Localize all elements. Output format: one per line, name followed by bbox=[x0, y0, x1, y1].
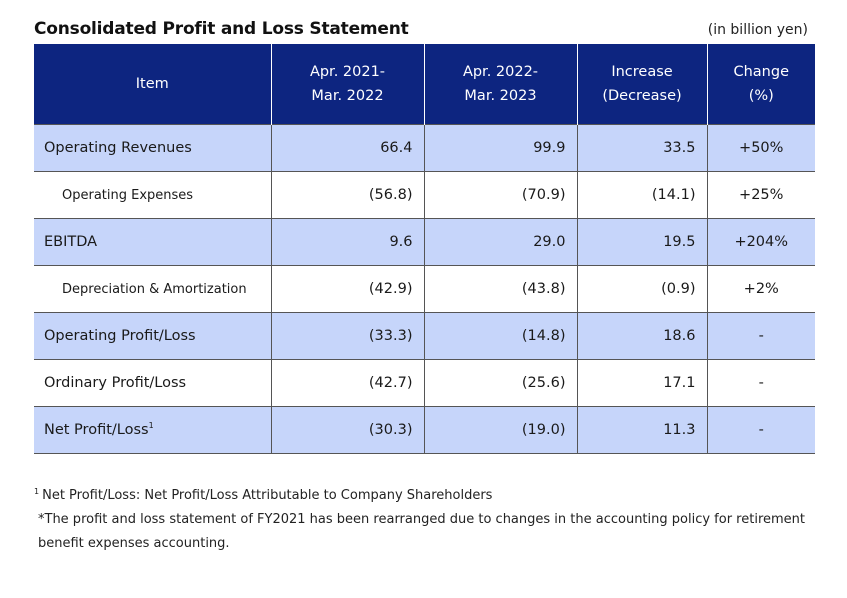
row-fy2022: (70.9) bbox=[424, 171, 578, 219]
header-fy2021: Apr. 2021- Mar. 2022 bbox=[271, 44, 425, 125]
row-change: - bbox=[707, 312, 815, 360]
table-row-ordinary-profit: Ordinary Profit/Loss (42.7) (25.6) 17.1 … bbox=[34, 359, 815, 407]
row-increase: 33.5 bbox=[577, 124, 708, 172]
header-increase-line1: Increase bbox=[611, 64, 673, 80]
row-item: Ordinary Profit/Loss bbox=[34, 359, 272, 407]
header-item-label: Item bbox=[135, 76, 169, 92]
row-item: Operating Profit/Loss bbox=[34, 312, 272, 360]
row-item-net-profit: Net Profit/Loss1 bbox=[34, 406, 272, 454]
row-increase: 19.5 bbox=[577, 218, 708, 266]
row-fy2022: (25.6) bbox=[424, 359, 578, 407]
row-fy2021: (42.9) bbox=[271, 265, 425, 313]
table-row-depreciation: Depreciation & Amortization (42.9) (43.8… bbox=[34, 265, 815, 313]
accounting-note: *The profit and loss statement of FY2021… bbox=[38, 512, 805, 551]
row-fy2021: (42.7) bbox=[271, 359, 425, 407]
table-row-ebitda: EBITDA 9.6 29.0 19.5 +204% bbox=[34, 218, 815, 266]
footnote-text: Net Profit/Loss: Net Profit/Loss Attribu… bbox=[42, 488, 493, 503]
row-change: +2% bbox=[707, 265, 815, 313]
header-fy2022-line2: Mar. 2023 bbox=[464, 88, 537, 104]
row-change: +204% bbox=[707, 218, 815, 266]
row-item: Operating Revenues bbox=[34, 124, 272, 172]
header-change: Change (%) bbox=[707, 44, 815, 125]
row-change: +25% bbox=[707, 171, 815, 219]
row-item: Depreciation & Amortization bbox=[34, 265, 272, 313]
table-row-net-profit: Net Profit/Loss1 (30.3) (19.0) 11.3 - bbox=[34, 406, 815, 454]
header-fy2021-line2: Mar. 2022 bbox=[311, 88, 384, 104]
header-fy2021-line1: Apr. 2021- bbox=[309, 64, 386, 80]
row-fy2022: 29.0 bbox=[424, 218, 578, 266]
row-change: - bbox=[707, 359, 815, 407]
header-item: Item bbox=[34, 44, 272, 125]
row-fy2021: 9.6 bbox=[271, 218, 425, 266]
row-fy2021: 66.4 bbox=[271, 124, 425, 172]
row-item: Operating Expenses bbox=[34, 171, 272, 219]
footnote-marker: 1 bbox=[34, 486, 40, 496]
page-title: Consolidated Profit and Loss Statement bbox=[34, 19, 409, 39]
notes: 1 Net Profit/Loss: Net Profit/Loss Attrib… bbox=[24, 484, 814, 556]
footnote-ref: 1 bbox=[148, 421, 154, 431]
footnote-1: 1 Net Profit/Loss: Net Profit/Loss Attrib… bbox=[24, 484, 814, 508]
header-change-line2: (%) bbox=[748, 88, 774, 104]
row-increase: (14.1) bbox=[577, 171, 708, 219]
row-fy2022: (43.8) bbox=[424, 265, 578, 313]
row-change: +50% bbox=[707, 124, 815, 172]
row-increase: 11.3 bbox=[577, 406, 708, 454]
table-row-operating-revenues: Operating Revenues 66.4 99.9 33.5 +50% bbox=[34, 124, 815, 172]
row-fy2022: (19.0) bbox=[424, 406, 578, 454]
row-increase: 17.1 bbox=[577, 359, 708, 407]
table-row-operating-profit: Operating Profit/Loss (33.3) (14.8) 18.6… bbox=[34, 312, 815, 360]
unit-label: (in billion yen) bbox=[707, 22, 808, 38]
profit-loss-table: Item Apr. 2021- Mar. 2022 Apr. 2022- Mar… bbox=[34, 44, 815, 454]
row-item: EBITDA bbox=[34, 218, 272, 266]
row-fy2021: (33.3) bbox=[271, 312, 425, 360]
header-fy2022-line1: Apr. 2022- bbox=[462, 64, 539, 80]
row-fy2022: (14.8) bbox=[424, 312, 578, 360]
header-increase-line2: (Decrease) bbox=[602, 88, 682, 104]
row-increase: 18.6 bbox=[577, 312, 708, 360]
table-header-row: Item Apr. 2021- Mar. 2022 Apr. 2022- Mar… bbox=[34, 44, 815, 125]
row-change: - bbox=[707, 406, 815, 454]
header-increase: Increase (Decrease) bbox=[577, 44, 708, 125]
header-fy2022: Apr. 2022- Mar. 2023 bbox=[424, 44, 578, 125]
row-fy2021: (30.3) bbox=[271, 406, 425, 454]
row-fy2022: 99.9 bbox=[424, 124, 578, 172]
row-increase: (0.9) bbox=[577, 265, 708, 313]
table-row-operating-expenses: Operating Expenses (56.8) (70.9) (14.1) … bbox=[34, 171, 815, 219]
row-item-label: Net Profit/Loss bbox=[44, 422, 149, 438]
header-change-line1: Change bbox=[733, 64, 789, 80]
row-fy2021: (56.8) bbox=[271, 171, 425, 219]
